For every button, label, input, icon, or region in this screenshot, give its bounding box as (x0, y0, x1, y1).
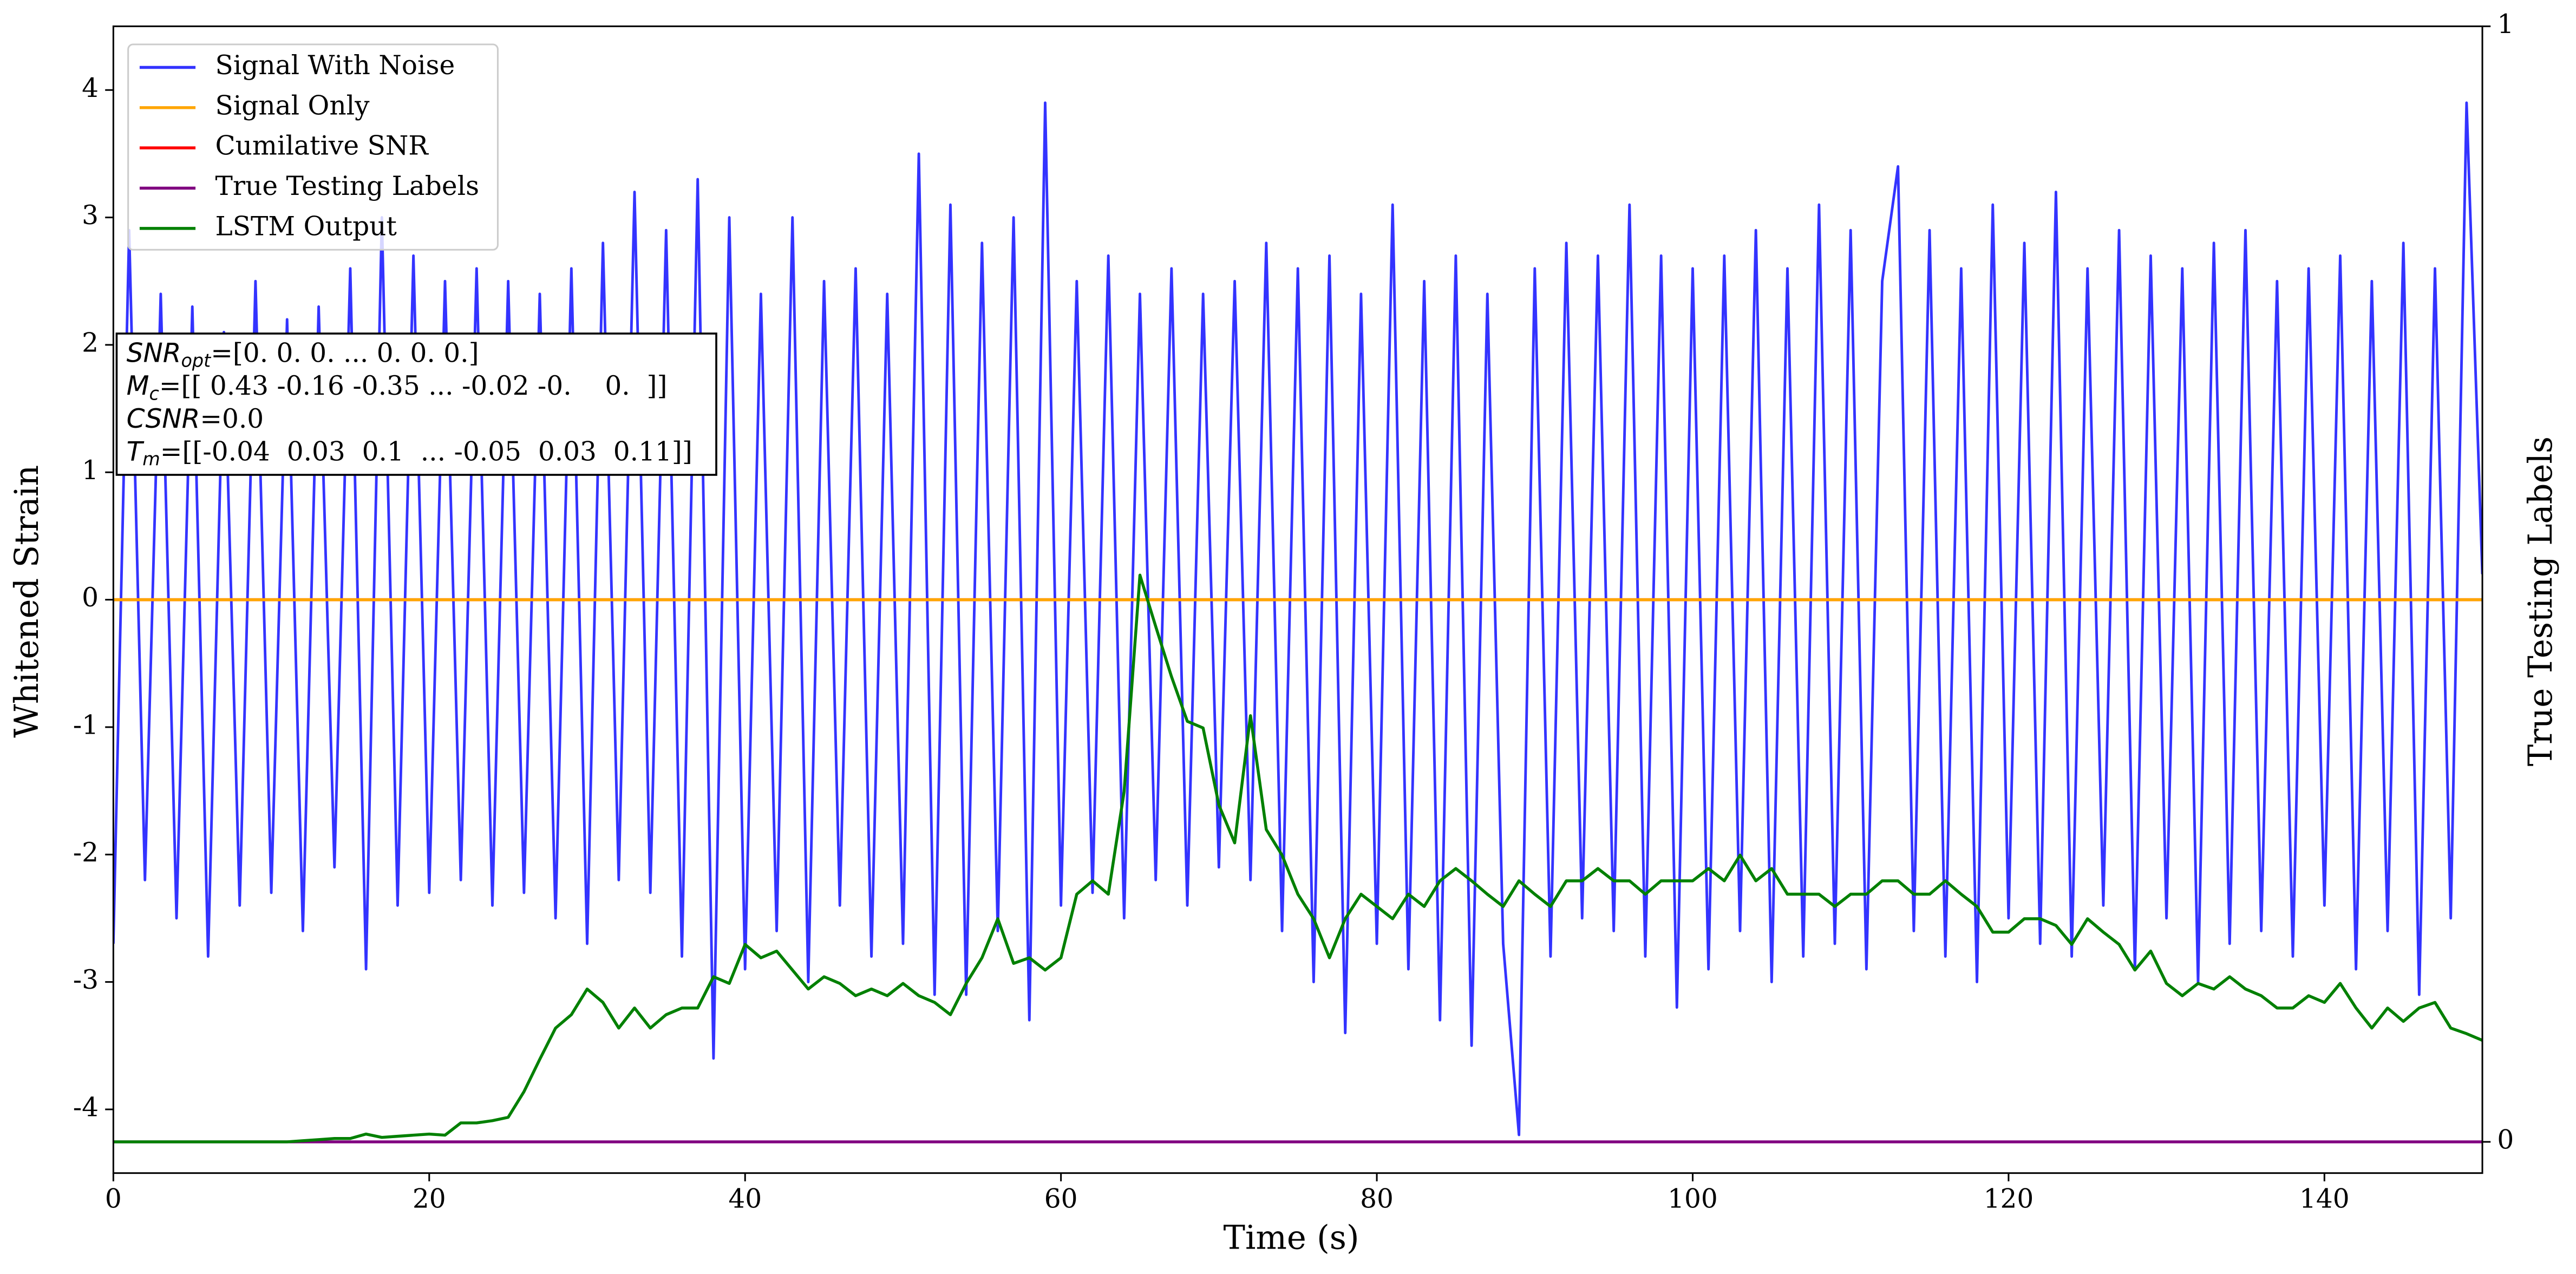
y-tick-label: 3 (82, 200, 99, 231)
y-tick-label: 4 (82, 73, 99, 103)
annotation-symbol: T (127, 437, 145, 467)
x-tick-label: 100 (1668, 1184, 1718, 1214)
legend-label: LSTM Output (215, 211, 397, 241)
annotation-subscript: c (149, 383, 159, 404)
x-tick-label: 80 (1360, 1184, 1394, 1214)
y-tick-label: -4 (73, 1092, 99, 1122)
y-tick-label: 1 (82, 455, 99, 486)
annotation: SNRopt=[0. 0. 0. ... 0. 0. 0.]Mc=[[ 0.43… (115, 332, 717, 476)
annotation-box (115, 332, 717, 476)
legend-box (127, 43, 499, 251)
annotation-subscript: opt (181, 350, 212, 371)
annotation-text: SNRopt=[0. 0. 0. ... 0. 0. 0.] (127, 338, 479, 371)
y-axis-label: Whitened Strain (8, 465, 46, 738)
y-tick-label: -3 (73, 965, 99, 995)
annotation-value: =[[ 0.43 -0.16 -0.35 ... -0.02 -0. 0. ]] (159, 371, 668, 401)
y-tick-label: 0 (82, 583, 99, 613)
y-tick-label: 2 (82, 328, 99, 358)
x-tick-label: 140 (2299, 1184, 2350, 1214)
y2-tick-label: 1 (2497, 9, 2514, 40)
annotation-symbol: M (127, 371, 149, 401)
x-tick-label: 60 (1044, 1184, 1078, 1214)
legend: Signal With Noise Signal Only Cumilative S… (127, 43, 499, 251)
x-tick-label: 120 (1984, 1184, 2034, 1214)
annotation-symbol: CSNR (127, 404, 200, 434)
series-line (113, 101, 2483, 1136)
y2-axis-label: True Testing Labels (2522, 436, 2560, 766)
annotation-value: =[0. 0. 0. ... 0. 0. 0.] (211, 338, 479, 368)
x-tick-label: 20 (413, 1184, 446, 1214)
y-tick-label: -2 (73, 838, 99, 868)
annotation-value: =0.0 (200, 403, 264, 434)
x-axis-label: Time (s) (1224, 1219, 1359, 1257)
y2-tick-label: 0 (2497, 1125, 2514, 1155)
legend-label: Signal With Noise (215, 50, 455, 81)
annotation-text: Tm=[[-0.04 0.03 0.1 ... -0.05 0.03 0.11]… (127, 436, 692, 469)
annotation-value: =[[-0.04 0.03 0.1 ... -0.05 0.03 0.11]] (160, 436, 692, 467)
x-tick-label: 0 (105, 1184, 122, 1214)
annotation-subscript: m (142, 448, 160, 469)
series-line (113, 573, 2483, 1144)
plot-area (113, 101, 2483, 1144)
legend-label: Cumilative SNR (215, 131, 429, 161)
annotation-symbol: SNR (127, 338, 181, 368)
annotation-text: CSNR=0.0 (127, 403, 264, 434)
y-tick-label: -1 (73, 710, 99, 740)
x-tick-label: 40 (728, 1184, 762, 1214)
legend-label: True Testing Labels (215, 171, 480, 201)
legend-label: Signal Only (215, 90, 370, 121)
annotation-text: Mc=[[ 0.43 -0.16 -0.35 ... -0.02 -0. 0. … (127, 371, 668, 404)
